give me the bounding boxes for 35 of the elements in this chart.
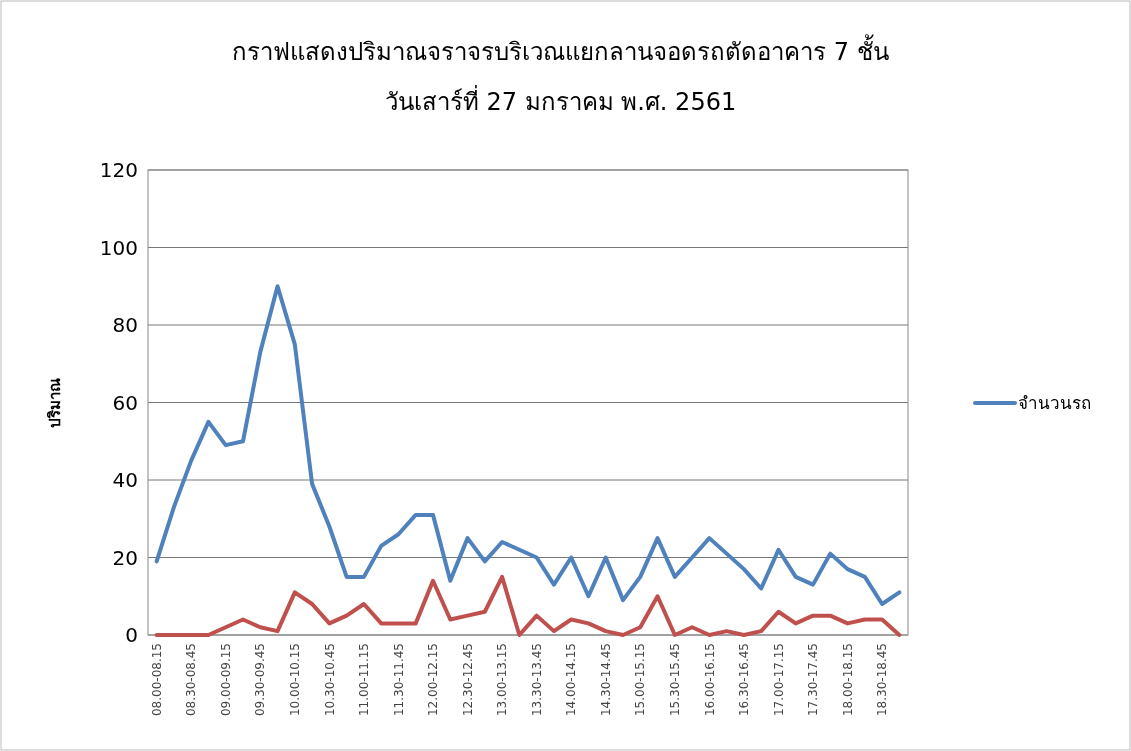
chart-title: กราฟแสดงปริมาณจราจรบริเวณแยกลานจอดรถตัดอาคาร 7 ชั้น: [232, 34, 889, 66]
x-tick-label: 08.30-08.45: [184, 643, 199, 717]
x-tick-label: 12.30-12.45: [460, 643, 475, 717]
legend-label: จำนวนรถ: [1018, 392, 1091, 413]
x-tick-label: 09.00-09.15: [218, 643, 233, 717]
x-tick-label: 17.00-17.15: [771, 643, 786, 717]
x-tick-label: 08.00-08.15: [149, 643, 164, 717]
x-tick-label: 13.00-13.15: [495, 643, 510, 717]
x-tick-label: 12.00-12.15: [426, 643, 441, 717]
x-tick-label: 15.30-15.45: [668, 643, 683, 717]
x-tick-label: 09.30-09.45: [253, 643, 268, 717]
x-tick-label: 18.00-18.15: [840, 643, 855, 717]
x-tick-label: 16.30-16.45: [737, 643, 752, 717]
y-tick-label: 80: [112, 313, 138, 337]
y-axis-title: ปริมาณ: [46, 377, 64, 428]
x-tick-label: 16.00-16.15: [702, 643, 717, 717]
x-tick-label: 11.30-11.45: [391, 643, 406, 717]
x-tick-label: 17.30-17.45: [806, 643, 821, 717]
x-tick-label: 14.30-14.45: [598, 643, 613, 717]
x-tick-label: 13.30-13.45: [529, 643, 544, 717]
x-tick-label: 14.00-14.15: [564, 643, 579, 717]
x-tick-label: 15.00-15.15: [633, 643, 648, 717]
y-tick-label: 0: [125, 623, 138, 647]
y-tick-label: 60: [112, 390, 138, 415]
y-tick-label: 120: [99, 158, 138, 182]
y-tick-label: 20: [112, 545, 138, 570]
x-tick-label: 18.30-18.45: [875, 643, 890, 717]
x-tick-label: 11.00-11.15: [357, 643, 372, 717]
y-tick-label: 100: [99, 235, 138, 260]
chart-subtitle: วันเสาร์ที่ 27 มกราคม พ.ศ. 2561: [384, 85, 737, 116]
x-tick-label: 10.30-10.45: [322, 643, 337, 717]
line-series: [154, 284, 902, 606]
x-tick-label: 10.00-10.15: [288, 643, 303, 717]
line-series: [154, 574, 902, 637]
y-tick-label: 40: [112, 468, 138, 492]
